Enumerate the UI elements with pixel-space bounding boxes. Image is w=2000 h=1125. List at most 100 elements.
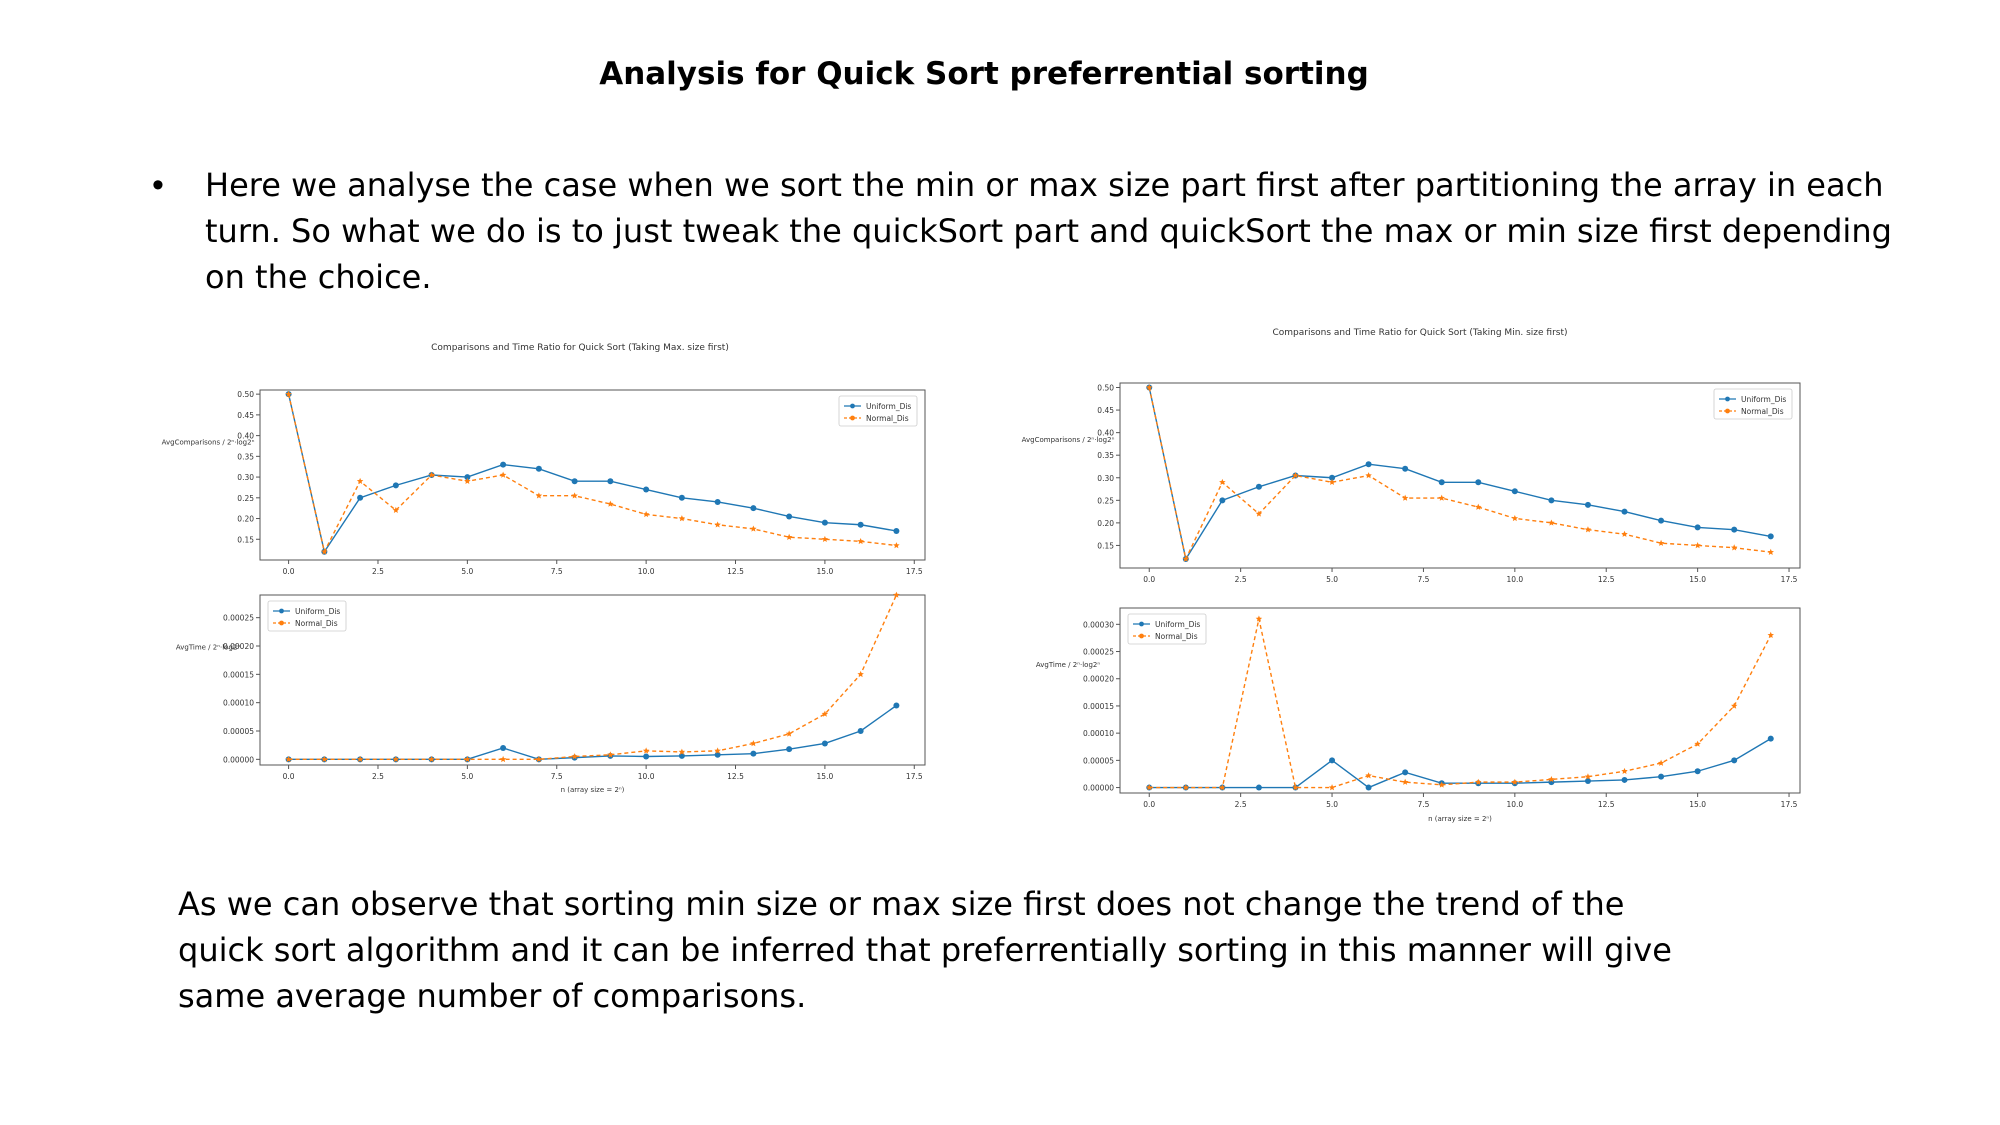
data-point-Normal_Dis	[1584, 773, 1592, 780]
x-tick-label: 7.5	[551, 567, 563, 576]
data-point-Normal_Dis	[642, 510, 650, 518]
data-point-Normal_Dis	[607, 751, 614, 758]
x-tick-label: 17.5	[1781, 800, 1798, 809]
data-point-Normal_Dis	[1475, 503, 1482, 510]
data-point-Normal_Dis	[857, 537, 864, 545]
chart-panel: 0.0 2.5 5.0 7.5 10.0 12.5 15.0 17.5 0.00000 0.000…	[176, 591, 926, 781]
data-point-Normal_Dis	[893, 542, 900, 549]
y-tick-label: 0.00010	[1083, 729, 1114, 738]
data-point-Normal_Dis	[1365, 472, 1372, 479]
data-point-Uniform_Dis	[1402, 769, 1409, 776]
chart-panel: 0.0 2.5 5.0 7.5 10.0 12.5 15.0 17.5 0.15 0.20 0.25…	[1022, 382, 1801, 584]
chart-title: Comparisons and Time Ratio for Quick Sor…	[431, 343, 729, 353]
data-point-Uniform_Dis	[1767, 735, 1774, 742]
data-point-Normal_Dis	[1255, 510, 1263, 517]
data-point-Normal_Dis	[1511, 514, 1519, 522]
plot-frame	[259, 389, 926, 561]
data-point-Normal_Dis	[428, 471, 435, 478]
data-point-Normal_Dis	[1767, 548, 1774, 555]
y-tick-label: 0.00025	[1083, 648, 1114, 657]
x-tick-label: 17.5	[1781, 575, 1798, 584]
x-tick-label: 10.0	[1506, 575, 1523, 584]
data-point-Uniform_Dis	[643, 486, 650, 493]
data-point-Normal_Dis	[750, 525, 757, 532]
x-tick-label: 0.0	[283, 567, 295, 576]
data-point-Normal_Dis	[1438, 494, 1445, 501]
data-point-Normal_Dis	[321, 548, 328, 555]
data-point-Uniform_Dis	[750, 750, 757, 757]
data-point-Uniform_Dis	[857, 728, 864, 734]
x-tick-label: 7.5	[1417, 575, 1429, 584]
x-tick-label: 2.5	[1235, 800, 1247, 809]
data-point-Normal_Dis	[821, 710, 829, 717]
x-tick-label: 15.0	[817, 567, 834, 576]
series-line-Normal_Dis	[288, 594, 898, 761]
data-point-Normal_Dis	[392, 506, 400, 513]
y-axis-label: AvgTime / 2ⁿ·log2ⁿ	[1036, 661, 1100, 669]
bullet-text: Here we analyse the case when we sort th…	[205, 166, 1892, 296]
y-tick-label: 0.50	[237, 390, 254, 399]
y-tick-label: 0.15	[1097, 541, 1114, 550]
legend-label: Uniform_Dis	[1155, 620, 1200, 629]
y-tick-label: 0.00020	[223, 642, 254, 651]
x-tick-label: 10.0	[1506, 800, 1523, 809]
series-line-Normal_Dis	[287, 393, 897, 554]
data-point-Uniform_Dis	[1658, 517, 1665, 524]
x-tick-label: 15.0	[1689, 800, 1706, 809]
x-tick-label: 7.5	[551, 772, 563, 781]
data-point-Normal_Dis	[893, 591, 900, 598]
data-point-Normal_Dis	[1657, 759, 1665, 766]
data-point-Normal_Dis	[1146, 784, 1153, 791]
y-tick-label: 0.00020	[1083, 675, 1114, 684]
data-point-Uniform_Dis	[1511, 488, 1518, 495]
data-point-Uniform_Dis	[1402, 465, 1409, 472]
x-tick-label: 17.5	[906, 567, 923, 576]
data-point-Uniform_Dis	[1219, 497, 1226, 504]
data-point-Uniform_Dis	[464, 474, 471, 481]
data-point-Uniform_Dis	[1658, 773, 1665, 780]
data-point-Normal_Dis	[1694, 740, 1701, 747]
data-point-Uniform_Dis	[786, 746, 793, 753]
data-point-Normal_Dis	[1475, 778, 1482, 785]
data-point-Uniform_Dis	[1731, 526, 1738, 533]
chart-min-size-first: Comparisons and Time Ratio for Quick Sor…	[1022, 328, 1801, 823]
data-point-Uniform_Dis	[714, 751, 721, 758]
data-point-Normal_Dis	[678, 515, 686, 522]
data-point-Uniform_Dis	[1255, 483, 1262, 490]
legend-box	[838, 395, 918, 427]
data-point-Uniform_Dis	[678, 494, 685, 501]
data-point-Uniform_Dis	[1584, 501, 1591, 508]
series-line-Uniform_Dis	[1148, 387, 1771, 561]
x-axis-label: n (array size = 2ⁿ)	[1428, 815, 1492, 823]
data-point-Uniform_Dis	[1731, 757, 1738, 764]
data-point-Normal_Dis	[356, 755, 364, 763]
x-tick-label: 2.5	[372, 567, 384, 576]
data-point-Normal_Dis	[714, 747, 721, 754]
data-point-Normal_Dis	[285, 755, 292, 763]
x-tick-label: 12.5	[1598, 800, 1615, 809]
data-point-Normal_Dis	[571, 753, 578, 760]
data-point-Normal_Dis	[1365, 772, 1372, 779]
x-tick-label: 5.0	[461, 772, 473, 781]
y-tick-label: 0.30	[237, 473, 254, 482]
data-point-Normal_Dis	[678, 748, 686, 755]
data-point-Normal_Dis	[1401, 778, 1409, 785]
data-point-Uniform_Dis	[1365, 461, 1372, 468]
x-tick-label: 7.5	[1417, 800, 1429, 809]
data-point-Normal_Dis	[1146, 384, 1153, 391]
y-tick-label: 0.00015	[1083, 702, 1114, 711]
data-point-Normal_Dis	[750, 740, 757, 747]
series-line-Normal_Dis	[1149, 618, 1772, 789]
x-tick-label: 10.0	[638, 772, 655, 781]
x-tick-label: 15.0	[1689, 575, 1706, 584]
data-point-Uniform_Dis	[893, 702, 900, 709]
data-point-Normal_Dis	[464, 477, 471, 484]
data-point-Normal_Dis	[1730, 702, 1738, 709]
conclusion-text: As we can observe that sorting min size …	[178, 885, 1672, 1015]
data-point-Uniform_Dis	[1255, 784, 1262, 791]
y-tick-label: 0.00015	[223, 670, 254, 679]
legend-label: Normal_Dis	[1741, 407, 1784, 416]
y-tick-label: 0.25	[237, 494, 254, 503]
x-tick-label: 12.5	[727, 567, 744, 576]
data-point-Uniform_Dis	[500, 745, 507, 751]
